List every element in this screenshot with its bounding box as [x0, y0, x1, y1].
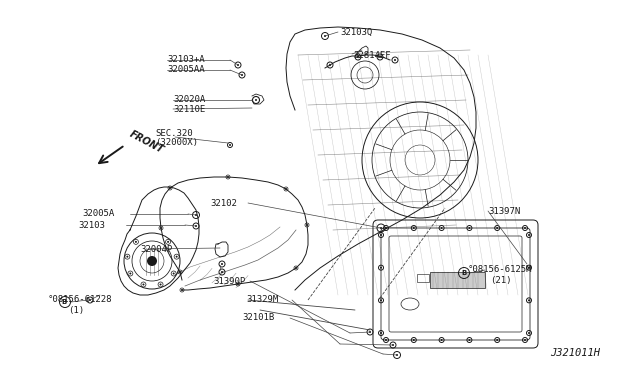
Circle shape — [496, 339, 498, 341]
Circle shape — [413, 227, 415, 229]
Circle shape — [380, 227, 382, 229]
Text: 32110E: 32110E — [173, 105, 205, 113]
Circle shape — [380, 267, 382, 269]
Circle shape — [237, 283, 239, 285]
Text: 32004P: 32004P — [140, 244, 172, 253]
Text: SEC.320: SEC.320 — [155, 128, 193, 138]
Circle shape — [524, 227, 526, 229]
Circle shape — [329, 64, 331, 66]
Circle shape — [221, 263, 223, 265]
Circle shape — [379, 56, 381, 58]
Text: (21): (21) — [490, 276, 511, 285]
Circle shape — [135, 241, 137, 243]
Text: °08156-6125M: °08156-6125M — [468, 266, 532, 275]
Circle shape — [380, 299, 382, 301]
Circle shape — [169, 187, 171, 189]
Circle shape — [175, 256, 178, 258]
Circle shape — [468, 339, 470, 341]
Text: °08156-61228: °08156-61228 — [48, 295, 113, 305]
Circle shape — [528, 267, 530, 269]
Circle shape — [285, 188, 287, 190]
Text: (1): (1) — [68, 305, 84, 314]
Text: 32101B: 32101B — [242, 314, 275, 323]
Circle shape — [129, 273, 131, 275]
Circle shape — [496, 227, 498, 229]
Circle shape — [440, 227, 443, 229]
Text: 32020A: 32020A — [173, 96, 205, 105]
Circle shape — [394, 59, 396, 61]
Text: (32000X): (32000X) — [155, 138, 198, 147]
Circle shape — [221, 271, 223, 273]
Circle shape — [241, 74, 243, 76]
Circle shape — [440, 339, 443, 341]
Circle shape — [324, 35, 326, 37]
Circle shape — [179, 271, 181, 273]
Circle shape — [524, 339, 526, 341]
Circle shape — [396, 354, 398, 356]
Text: 32005A: 32005A — [82, 209, 115, 218]
Circle shape — [413, 339, 415, 341]
Circle shape — [528, 332, 530, 334]
Circle shape — [380, 332, 382, 334]
Circle shape — [159, 283, 161, 285]
Text: 31397N: 31397N — [488, 206, 520, 215]
Circle shape — [295, 267, 297, 269]
Circle shape — [380, 234, 382, 236]
Circle shape — [468, 227, 470, 229]
Text: 32103+A: 32103+A — [167, 55, 205, 64]
Text: 31390P: 31390P — [213, 276, 245, 285]
Text: J321011H: J321011H — [550, 348, 600, 358]
Bar — [430, 272, 485, 288]
Circle shape — [126, 256, 129, 258]
Circle shape — [173, 273, 175, 275]
Circle shape — [528, 299, 530, 301]
Text: 32102: 32102 — [210, 199, 237, 208]
Circle shape — [143, 283, 145, 285]
Circle shape — [160, 227, 162, 229]
Circle shape — [369, 331, 371, 333]
Circle shape — [528, 234, 530, 236]
Circle shape — [385, 227, 387, 229]
Text: 32814EF: 32814EF — [353, 51, 390, 60]
Text: 32103Q: 32103Q — [340, 28, 372, 36]
Circle shape — [392, 344, 394, 346]
Circle shape — [357, 56, 359, 58]
Circle shape — [167, 241, 169, 243]
Text: 32103: 32103 — [78, 221, 105, 230]
Circle shape — [181, 289, 183, 291]
Circle shape — [229, 144, 231, 146]
Text: FRONT: FRONT — [128, 129, 166, 155]
Text: B: B — [461, 270, 466, 276]
Circle shape — [237, 64, 239, 66]
Circle shape — [306, 224, 308, 226]
Circle shape — [195, 225, 197, 227]
Circle shape — [195, 214, 197, 216]
Circle shape — [255, 99, 257, 101]
Circle shape — [227, 176, 229, 178]
Circle shape — [385, 339, 387, 341]
Text: 31329M: 31329M — [246, 295, 278, 305]
Text: 32005AA: 32005AA — [167, 65, 205, 74]
Text: B: B — [62, 299, 67, 305]
Circle shape — [147, 256, 157, 266]
Bar — [417, 274, 429, 282]
Circle shape — [89, 299, 91, 301]
